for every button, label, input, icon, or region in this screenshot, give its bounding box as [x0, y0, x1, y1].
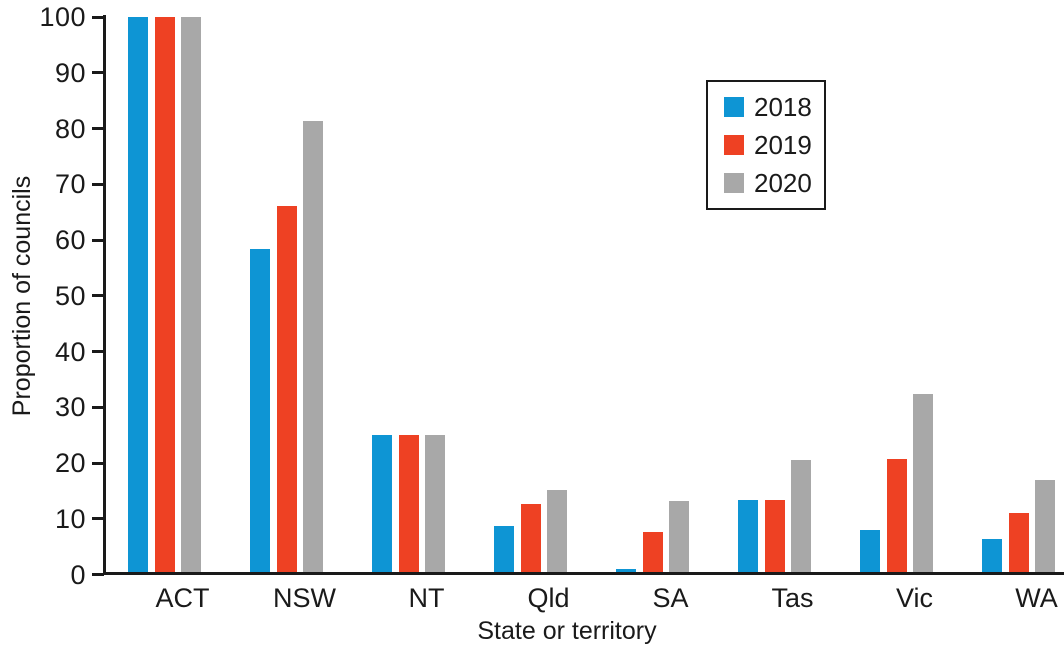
y-tick-100	[92, 15, 104, 19]
x-axis-title: State or territory	[477, 617, 657, 645]
bar-2018-NT	[372, 435, 392, 575]
x-category-label-ACT: ACT	[155, 583, 210, 613]
legend-swatch-2018	[724, 97, 744, 117]
y-tick-60	[92, 238, 104, 242]
bar-2020-Tas	[791, 460, 811, 575]
x-category-label-WA: WA	[1015, 583, 1058, 613]
x-category-label-NSW: NSW	[273, 583, 336, 613]
y-tick-label-50: 50	[54, 280, 86, 311]
y-tick-50	[92, 294, 104, 298]
bar-2018-SA	[616, 568, 636, 575]
bar-2019-Vic	[886, 459, 907, 575]
bar-2020-NSW	[303, 120, 323, 575]
y-tick-label-80: 80	[54, 113, 86, 144]
x-axis-line	[103, 572, 1064, 575]
legend: 2018 2019 2020	[706, 80, 826, 210]
bar-2019-NSW	[276, 205, 297, 575]
bar-2018-ACT	[128, 17, 148, 575]
legend-label-2020: 2020	[754, 168, 812, 198]
x-category-label-NT: NT	[408, 583, 445, 613]
bar-2019-Qld	[520, 503, 541, 575]
x-category-label-SA: SA	[652, 583, 689, 613]
bar-2020-SA	[669, 500, 689, 575]
legend-swatch-2019	[724, 135, 744, 155]
legend-label-2019: 2019	[754, 130, 812, 160]
bar-2020-Qld	[547, 489, 567, 575]
bar-2020-NT	[425, 435, 445, 575]
y-tick-80	[92, 127, 104, 130]
bar-2018-WA	[982, 539, 1002, 575]
y-tick-30	[92, 405, 104, 409]
y-tick-label-40: 40	[54, 336, 86, 367]
bar-2018-NSW	[250, 249, 270, 575]
y-tick-40	[92, 350, 104, 353]
bar-2019-Tas	[764, 499, 785, 575]
y-tick-label-100: 100	[39, 2, 86, 32]
bar-2020-WA	[1035, 480, 1055, 575]
y-tick-90	[92, 71, 104, 75]
y-tick-label-90: 90	[54, 57, 86, 88]
bar-2019-WA	[1008, 513, 1029, 575]
y-tick-label-70: 70	[54, 169, 86, 200]
bar-2020-ACT	[181, 17, 201, 575]
y-tick-label-20: 20	[54, 448, 86, 478]
y-tick-label-60: 60	[54, 225, 86, 255]
legend-item-2018: 2018	[724, 94, 824, 120]
x-category-label-Tas: Tas	[771, 583, 814, 613]
x-category-label-Qld: Qld	[527, 583, 570, 613]
y-tick-label-10: 10	[54, 503, 86, 534]
legend-item-2020: 2020	[724, 170, 824, 196]
bar-2018-Vic	[860, 530, 880, 575]
x-category-label-Vic: Vic	[895, 583, 934, 613]
bar-2018-Qld	[494, 525, 514, 575]
legend-item-2019: 2019	[724, 132, 824, 158]
y-tick-label-0: 0	[70, 559, 86, 590]
bar-2018-Tas	[738, 499, 758, 575]
legend-swatch-2020	[724, 173, 744, 193]
bar-2019-SA	[642, 531, 663, 575]
y-tick-20	[92, 461, 104, 465]
y-axis-line	[103, 15, 106, 575]
y-tick-70	[92, 182, 104, 186]
legend-label-2018: 2018	[754, 92, 812, 122]
y-tick-label-30: 30	[54, 392, 86, 423]
bar-2019-NT	[398, 435, 419, 575]
bar-2020-Vic	[913, 394, 933, 575]
bar-2019-ACT	[154, 17, 175, 575]
y-tick-0	[92, 573, 104, 576]
y-tick-10	[92, 517, 104, 521]
